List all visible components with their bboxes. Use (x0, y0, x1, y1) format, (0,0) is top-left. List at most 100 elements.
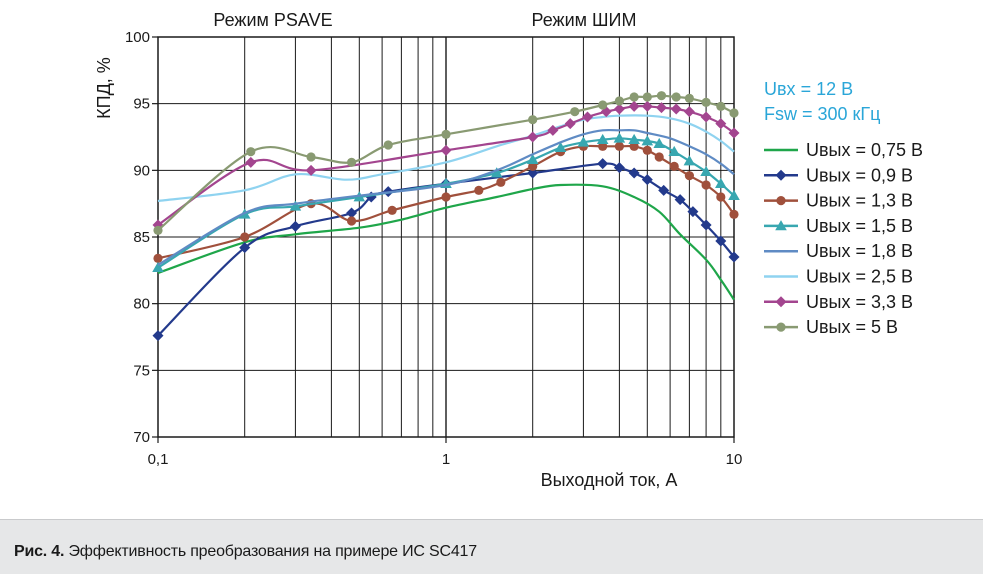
data-point (656, 91, 667, 101)
series-0 (157, 183, 735, 301)
legend-label: Uвых = 1,5 В (806, 216, 913, 236)
data-point (441, 129, 451, 139)
data-point (669, 161, 679, 171)
legend-item: Uвых = 0,9 В (764, 165, 913, 185)
data-point (289, 220, 301, 232)
data-point (554, 141, 567, 153)
data-point (526, 153, 539, 165)
legend-swatch-marker (775, 169, 787, 181)
tick-labels: 70 75 80 85 90 95 100 0,1 1 10 (125, 29, 742, 468)
legend-item: Uвых = 1,3 В (764, 191, 913, 211)
data-point (642, 145, 652, 155)
x-axis-label: Выходной ток, А (541, 470, 678, 490)
y-tick-label: 90 (133, 162, 150, 179)
data-point (598, 141, 608, 151)
data-point (701, 97, 711, 107)
data-point (564, 118, 576, 130)
data-point (152, 330, 164, 342)
data-point (490, 167, 503, 178)
data-point (641, 174, 653, 186)
data-point (653, 137, 666, 149)
legend-label: Uвых = 1,3 В (806, 191, 913, 211)
efficiency-chart: 70 75 80 85 90 95 100 0,1 1 10 Режим PSAVE Режим … (94, 10, 923, 490)
chart-grid (158, 37, 734, 437)
data-point (715, 177, 727, 189)
data-point (289, 200, 302, 211)
data-point (628, 100, 640, 112)
data-point (683, 155, 696, 166)
data-point (239, 242, 251, 254)
data-point (715, 235, 727, 247)
figure-caption: Рис. 4. Эффективность преобразования на … (14, 543, 477, 561)
series-7 (153, 91, 739, 235)
legend-item: Uвых = 0,75 В (764, 140, 923, 160)
data-point (628, 167, 640, 179)
legend-label: Uвых = 3,3 В (806, 292, 913, 312)
data-point (716, 192, 726, 202)
data-point (528, 161, 538, 171)
data-point (671, 92, 681, 102)
y-tick-label: 80 (133, 296, 150, 313)
data-point (547, 124, 559, 136)
series-layer (152, 91, 740, 342)
y-tick-label: 100 (125, 29, 150, 46)
mode-label-pwm: Режим ШИМ (532, 10, 637, 30)
data-point (346, 216, 357, 226)
data-point (629, 92, 639, 102)
data-point (306, 152, 316, 162)
data-point (658, 184, 670, 196)
data-point (152, 261, 164, 273)
data-point (655, 102, 667, 114)
data-point (613, 103, 625, 115)
condition-vin: Uвх = 12 В (764, 79, 853, 99)
data-point (153, 253, 163, 263)
y-tick-label: 70 (133, 429, 150, 446)
data-point (153, 225, 163, 235)
data-point (729, 209, 739, 219)
legend-item: Uвых = 2,5 В (764, 267, 913, 287)
data-point (728, 251, 740, 263)
caption-bar: Рис. 4. Эффективность преобразования на … (0, 519, 983, 574)
data-point (613, 162, 625, 174)
legend-label: Uвых = 2,5 В (806, 267, 913, 287)
condition-fsw: Fsw = 300 кГц (764, 104, 880, 124)
data-point (614, 96, 624, 106)
data-point (629, 141, 639, 151)
data-point (527, 131, 539, 143)
data-point (440, 144, 452, 156)
legend-swatch-marker (776, 322, 786, 332)
x-tick-label: 10 (726, 451, 743, 468)
data-point (729, 108, 739, 118)
data-point (701, 180, 711, 190)
data-point (240, 232, 250, 242)
data-point (687, 206, 699, 218)
legend-label: Uвых = 1,8 В (806, 241, 913, 261)
data-point (700, 111, 712, 123)
x-tick-label: 0,1 (148, 451, 169, 468)
data-point (715, 118, 727, 130)
data-point (628, 133, 640, 145)
data-point (441, 192, 451, 202)
data-point (474, 185, 484, 195)
data-point (614, 141, 624, 151)
data-point (245, 156, 257, 168)
data-point (383, 140, 393, 150)
series-1 (152, 158, 740, 342)
data-point (700, 165, 712, 177)
data-point (598, 100, 608, 110)
data-point (728, 189, 740, 201)
series-6 (152, 100, 740, 231)
data-point (597, 158, 609, 170)
data-point (670, 103, 682, 115)
caption-text: Эффективность преобразования на примере … (64, 543, 477, 560)
data-point (570, 107, 580, 117)
series-4 (157, 128, 735, 266)
data-point (346, 207, 358, 219)
conditions-block: Uвх = 12 В Fsw = 300 кГц (764, 79, 880, 124)
caption-label: Рис. 4. (14, 543, 65, 560)
data-point (305, 164, 317, 176)
y-tick-label: 75 (133, 362, 150, 379)
data-point (527, 167, 539, 179)
y-tick-label: 85 (133, 229, 150, 246)
data-point (346, 157, 357, 167)
